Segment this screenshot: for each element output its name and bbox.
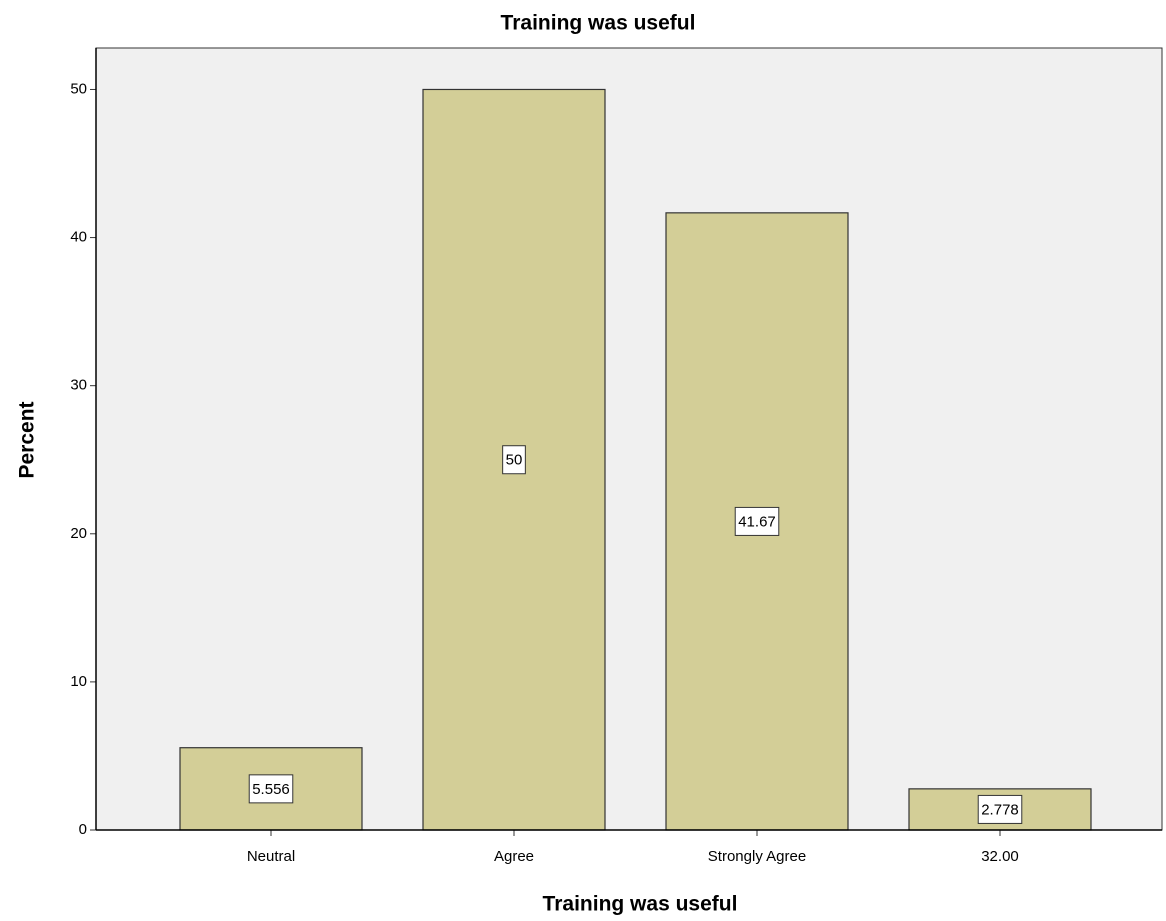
y-tick-label: 40 xyxy=(70,229,87,246)
plot-area xyxy=(95,47,1163,831)
value-label: 5.556 xyxy=(252,781,290,798)
value-label: 50 xyxy=(506,452,523,469)
value-label: 2.778 xyxy=(981,801,1019,818)
y-tick-label: 0 xyxy=(79,821,87,838)
value-label-box xyxy=(977,794,1023,824)
y-axis-label: Percent xyxy=(16,401,39,478)
x-tick-label: Neutral xyxy=(247,848,295,865)
value-label-box xyxy=(248,774,294,804)
y-tick-label: 20 xyxy=(70,525,87,542)
value-label: 41.67 xyxy=(738,513,776,530)
x-tick-label: 32.00 xyxy=(981,848,1019,865)
x-axis-label: Training was useful xyxy=(543,893,738,916)
chart-title: Training was useful xyxy=(501,12,696,35)
y-tick-label: 50 xyxy=(70,80,87,97)
y-tick-label: 10 xyxy=(70,673,87,690)
value-label-box xyxy=(734,506,780,536)
x-tick-label: Strongly Agree xyxy=(708,848,806,865)
x-tick-label: Agree xyxy=(494,848,534,865)
value-label-box xyxy=(502,445,526,475)
y-tick-label: 30 xyxy=(70,377,87,394)
